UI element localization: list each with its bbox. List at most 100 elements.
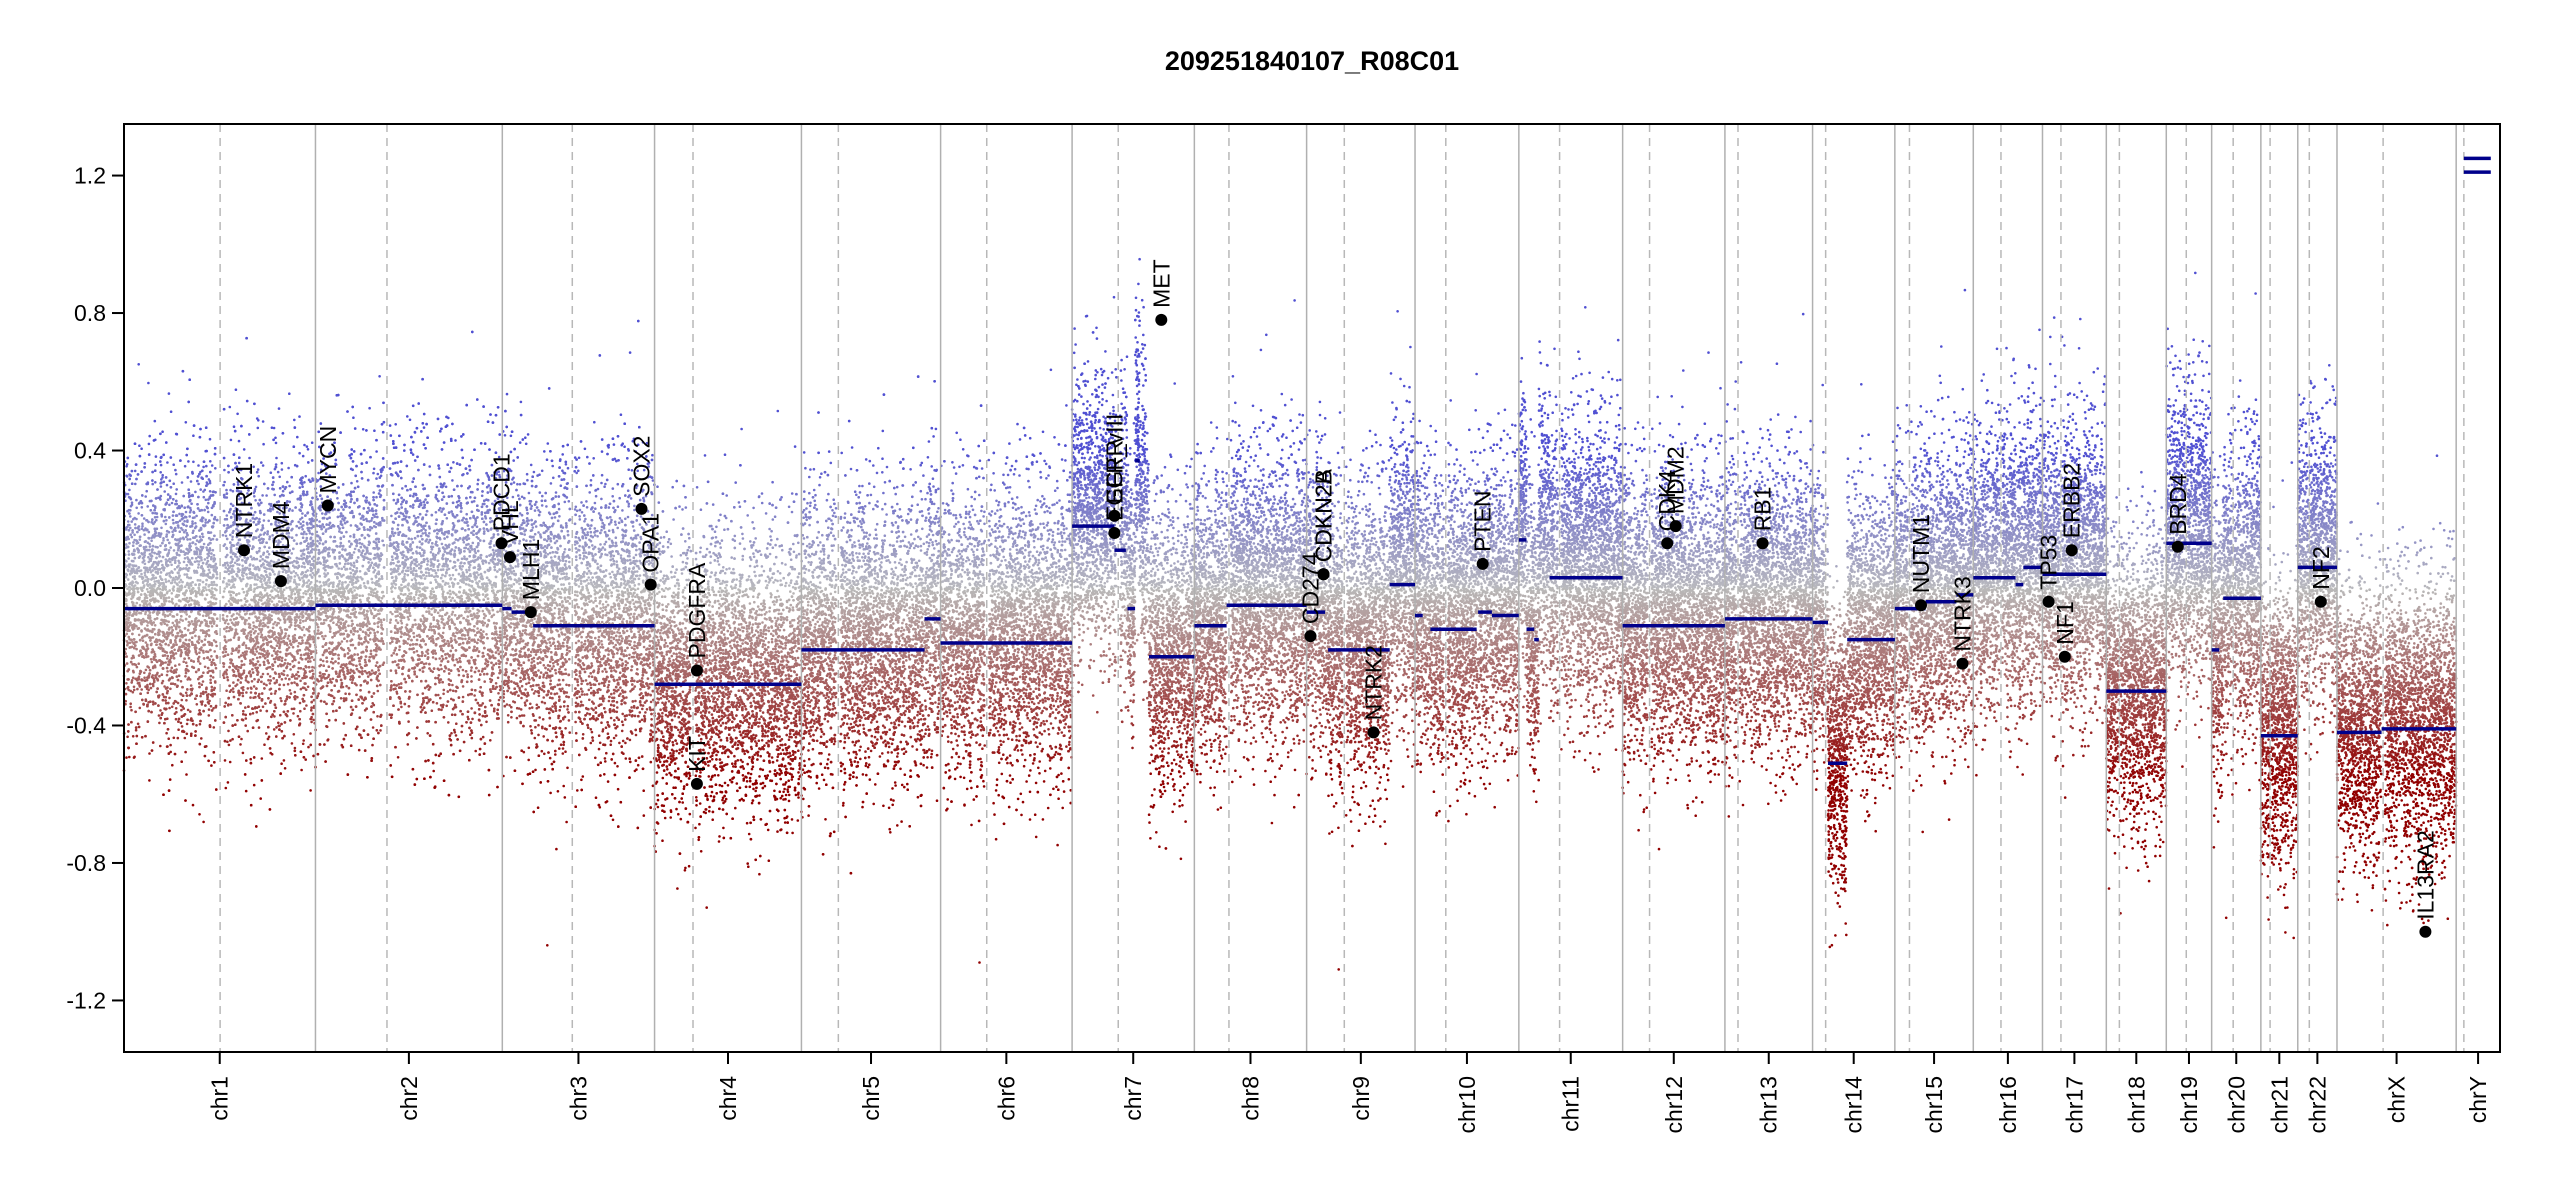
probe-dot <box>270 692 273 695</box>
probe-dot <box>167 737 170 740</box>
probe-dot <box>247 687 250 690</box>
probe-dot <box>303 481 306 484</box>
probe-dot <box>274 672 277 675</box>
probe-dot <box>245 647 248 650</box>
probe-dot <box>125 682 128 685</box>
probe-dot <box>274 588 277 591</box>
probe-dot <box>300 769 303 772</box>
probe-dot <box>284 659 287 662</box>
probe-dot <box>143 672 146 675</box>
probe-dot <box>275 726 278 729</box>
probe-dot <box>170 410 173 413</box>
probe-dot <box>287 467 290 470</box>
probe-dot <box>257 468 260 471</box>
probe-dot <box>147 692 150 695</box>
probe-dot <box>197 483 200 486</box>
probe-dot <box>185 661 188 664</box>
probe-dot <box>167 655 170 658</box>
probe-dot <box>242 652 245 655</box>
probe-dot <box>242 752 245 755</box>
probe-dot <box>229 761 232 764</box>
probe-dot <box>160 527 163 530</box>
probe-dot <box>307 686 310 689</box>
probe-dot <box>154 420 157 423</box>
probe-dot <box>212 549 215 552</box>
probe-dot <box>207 511 210 514</box>
probe-dot <box>308 527 311 530</box>
probe-dot <box>250 634 253 637</box>
probe-dot <box>180 504 183 507</box>
probe-dot <box>141 522 144 525</box>
probe-dot <box>294 575 297 578</box>
probe-dot <box>259 709 262 712</box>
probe-dot <box>163 481 166 484</box>
probe-dot <box>230 703 233 706</box>
probe-dot <box>222 534 225 537</box>
probe-dot <box>209 460 212 463</box>
chart-title: 209251840107_R08C01 <box>1165 46 1459 76</box>
probe-dot <box>130 709 133 712</box>
probe-dot <box>230 652 233 655</box>
probe-dot <box>146 600 149 603</box>
probe-dot <box>198 813 201 816</box>
probe-dot <box>166 461 169 464</box>
probe-dot <box>288 485 291 488</box>
probe-dot <box>263 743 266 746</box>
probe-dot <box>195 515 198 518</box>
probe-dot <box>244 724 247 727</box>
probe-dot <box>274 621 277 624</box>
probe-dot <box>258 726 261 729</box>
probe-dot <box>190 502 193 505</box>
probe-dot <box>173 649 176 652</box>
probe-dot <box>229 739 232 742</box>
probe-dot <box>160 464 163 467</box>
probe-dot <box>140 573 143 576</box>
probe-dot <box>136 602 139 605</box>
probe-dot <box>269 675 272 678</box>
probe-dot <box>158 714 161 717</box>
probe-dot <box>215 645 218 648</box>
probe-dot <box>175 488 178 491</box>
probe-dot <box>166 670 169 673</box>
probe-dot <box>199 624 202 627</box>
probe-dot <box>185 773 188 776</box>
probe-dot <box>144 563 147 566</box>
probe-dot <box>179 530 182 533</box>
probe-dot <box>228 573 231 576</box>
probe-dot <box>222 614 225 617</box>
probe-dot <box>274 692 277 695</box>
probe-dot <box>205 589 208 592</box>
probe-dot <box>274 661 277 664</box>
probe-dot <box>202 691 205 694</box>
probe-dot <box>208 702 211 705</box>
probe-dot <box>242 695 245 698</box>
probe-dot <box>295 572 298 575</box>
probe-dot <box>300 688 303 691</box>
probe-dot <box>151 483 154 486</box>
probe-dot <box>166 674 169 677</box>
probe-dot <box>180 680 183 683</box>
probe-dot <box>271 426 274 429</box>
probe-dot <box>200 737 203 740</box>
probe-dot <box>178 554 181 557</box>
probe-dot <box>167 620 170 623</box>
probe-dot <box>245 644 248 647</box>
probe-dot <box>232 691 235 694</box>
probe-dot <box>141 525 144 528</box>
probe-dot <box>283 674 286 677</box>
probe-dot <box>201 700 204 703</box>
probe-dot <box>262 706 265 709</box>
probe-dot <box>288 392 291 395</box>
probe-dot <box>228 583 231 586</box>
probe-dot <box>293 570 296 573</box>
probe-dot <box>282 490 285 493</box>
probe-dot <box>295 534 298 537</box>
probe-dot <box>293 681 296 684</box>
probe-dot <box>284 767 287 770</box>
probe-dot <box>276 679 279 682</box>
probe-dot <box>132 671 135 674</box>
probe-dot <box>150 539 153 542</box>
probe-dot <box>200 559 203 562</box>
probe-dot <box>303 634 306 637</box>
